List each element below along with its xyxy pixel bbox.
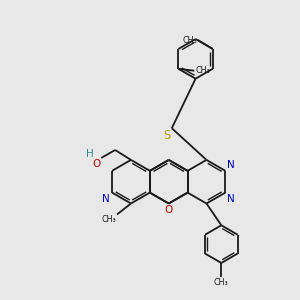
Text: O: O xyxy=(92,159,100,169)
Text: H: H xyxy=(85,149,93,159)
Text: N: N xyxy=(227,194,235,204)
Text: S: S xyxy=(164,129,171,142)
Text: CH₃: CH₃ xyxy=(195,66,210,75)
Text: N: N xyxy=(227,160,235,170)
Text: CH₃: CH₃ xyxy=(101,215,116,224)
Text: CH₃: CH₃ xyxy=(214,278,229,287)
Text: O: O xyxy=(165,206,173,215)
Text: N: N xyxy=(102,194,110,204)
Text: CH₃: CH₃ xyxy=(182,35,197,44)
